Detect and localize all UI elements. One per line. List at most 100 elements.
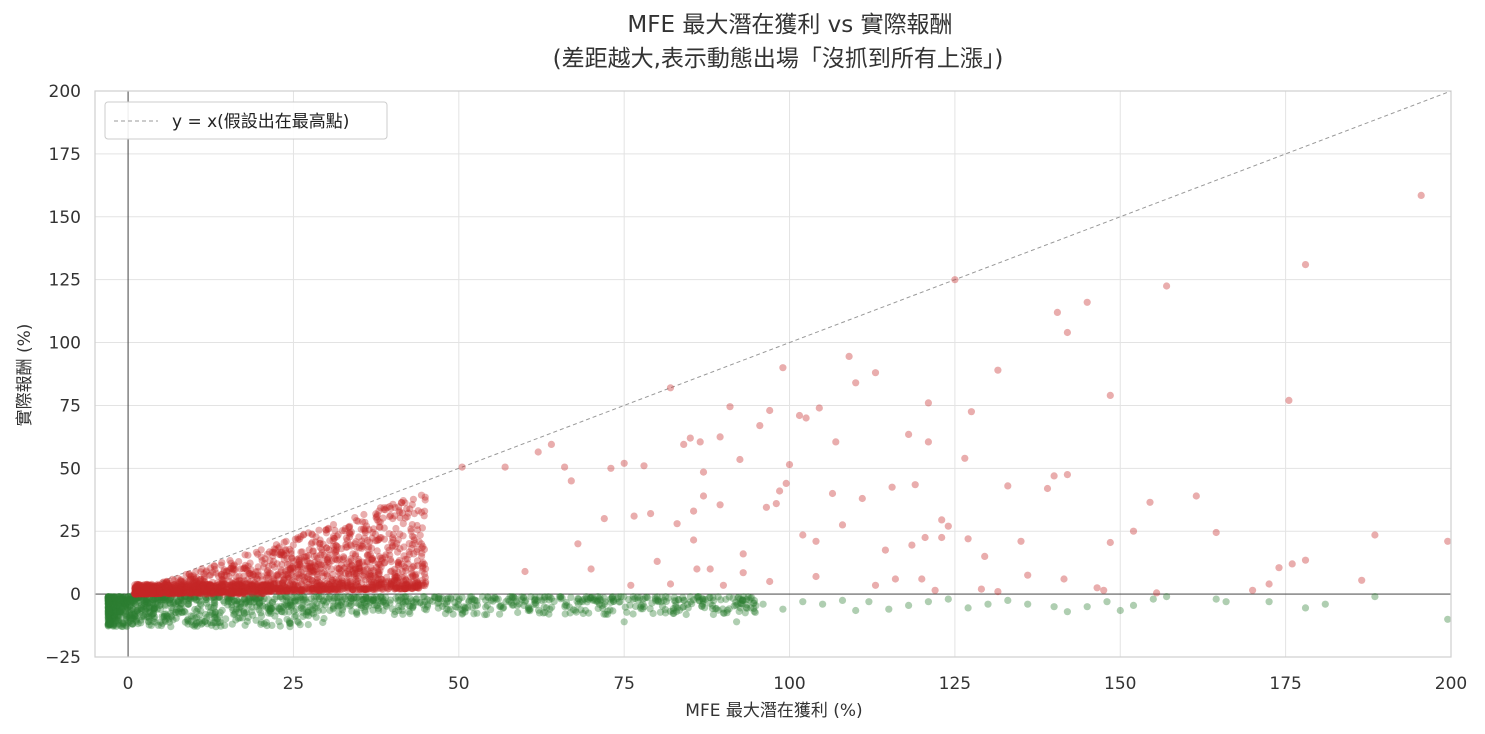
data-point-positive (365, 543, 373, 551)
data-point-negative (109, 620, 117, 629)
data-point-positive (408, 501, 416, 509)
data-point-positive (375, 507, 383, 515)
data-point-positive (964, 535, 972, 543)
data-point-negative (108, 597, 116, 606)
data-point-negative (176, 595, 185, 603)
data-point-negative (163, 595, 171, 603)
data-point-negative (566, 609, 574, 617)
data-point-negative (687, 598, 695, 606)
data-point-negative (148, 611, 156, 619)
data-point-negative (499, 604, 507, 612)
data-point-negative (146, 608, 154, 617)
data-point-negative (106, 597, 114, 605)
data-point-negative (421, 605, 429, 613)
data-point-negative (338, 610, 346, 618)
data-point-negative (197, 607, 205, 615)
data-point-negative (111, 597, 119, 605)
data-point-negative (286, 599, 294, 607)
data-point-negative (314, 607, 322, 615)
data-point-negative (648, 599, 656, 607)
data-point-negative (362, 600, 370, 609)
data-point-negative (131, 613, 139, 621)
data-point-positive (373, 516, 381, 524)
data-point-negative (156, 594, 164, 602)
data-point-positive (640, 462, 648, 470)
data-point-negative (267, 605, 275, 613)
data-point-positive (371, 584, 379, 592)
data-point-negative (109, 603, 117, 611)
data-point-negative (695, 597, 703, 605)
data-point-negative (150, 604, 158, 612)
data-point-negative (395, 606, 403, 615)
data-point-negative (329, 597, 337, 605)
data-point-positive (289, 580, 297, 588)
data-point-negative (235, 598, 243, 606)
data-point-negative (205, 611, 213, 619)
data-point-negative (142, 603, 150, 612)
data-point-negative (682, 610, 690, 619)
data-point-negative (125, 608, 133, 617)
data-point-negative (228, 593, 236, 601)
data-point-negative (646, 605, 654, 613)
data-point-negative (187, 618, 195, 626)
data-point-negative (111, 593, 119, 602)
data-point-positive (921, 533, 929, 542)
data-point-negative (379, 607, 387, 615)
data-point-negative (574, 600, 582, 608)
data-point-negative (1103, 598, 1111, 606)
data-point-positive (961, 454, 969, 462)
data-point-negative (438, 594, 446, 602)
data-point-positive (782, 479, 790, 487)
data-point-negative (193, 614, 201, 622)
data-point-negative (633, 593, 642, 601)
data-point-negative (594, 593, 602, 601)
data-point-negative (120, 598, 128, 607)
data-point-positive (176, 577, 185, 585)
data-point-positive (1060, 575, 1068, 583)
data-point-negative (134, 593, 142, 602)
data-point-negative (112, 615, 120, 623)
data-point-positive (534, 448, 542, 456)
data-point-positive (852, 379, 860, 387)
data-point-negative (142, 597, 150, 605)
data-point-negative (109, 599, 117, 608)
data-point-negative (264, 605, 272, 613)
data-point-negative (481, 611, 489, 619)
data-point-negative (464, 603, 472, 612)
data-point-negative (297, 604, 305, 612)
data-point-negative (266, 602, 274, 610)
data-point-negative (147, 621, 155, 630)
data-point-negative (401, 598, 409, 606)
data-point-negative (375, 606, 383, 615)
data-point-negative (520, 601, 528, 610)
y-tick-label: −25 (45, 648, 81, 668)
data-point-negative (197, 601, 205, 609)
data-point-negative (111, 609, 119, 617)
data-point-negative (178, 596, 186, 604)
data-point-negative (173, 600, 181, 608)
data-point-negative (299, 612, 307, 621)
data-point-negative (574, 594, 582, 603)
data-point-negative (670, 593, 679, 602)
data-point-negative (191, 593, 199, 601)
data-point-negative (232, 616, 240, 624)
data-point-negative (107, 595, 115, 603)
data-point-positive (164, 582, 172, 590)
data-point-negative (610, 597, 618, 606)
data-point-negative (468, 603, 477, 612)
data-point-negative (431, 593, 439, 602)
data-point-positive (1192, 492, 1200, 500)
data-point-negative (438, 602, 446, 611)
data-point-positive (881, 546, 890, 554)
data-point-positive (1100, 586, 1108, 594)
data-point-negative (216, 618, 225, 626)
data-point-negative (131, 612, 139, 620)
data-point-negative (505, 597, 513, 605)
data-point-negative (398, 603, 406, 611)
data-point-positive (263, 550, 271, 558)
data-point-negative (106, 594, 114, 602)
data-point-negative (355, 593, 363, 601)
data-point-positive (303, 557, 311, 565)
data-point-negative (1004, 596, 1012, 605)
data-point-negative (743, 604, 751, 612)
